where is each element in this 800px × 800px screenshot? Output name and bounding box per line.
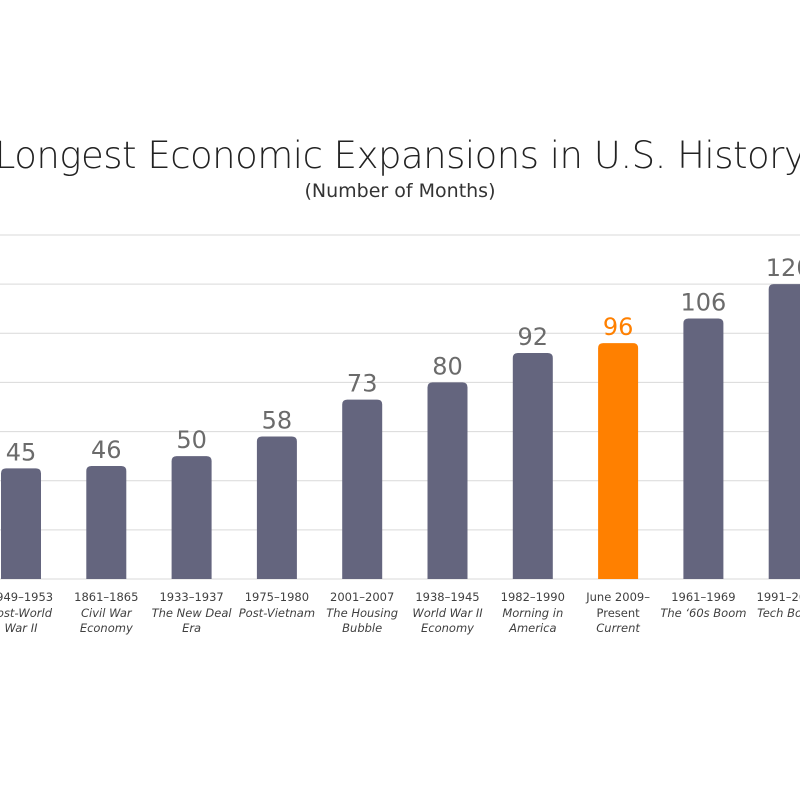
category-name: The New Deal Era — [151, 605, 232, 636]
chart-subtitle: (Number of Months) — [304, 180, 496, 202]
data-label: 46 — [91, 436, 122, 464]
category-years: 1933–1937 — [159, 590, 224, 604]
bar — [1, 468, 41, 579]
category-years: 2001–2007 — [330, 590, 395, 604]
data-label: 73 — [347, 370, 378, 398]
data-label: 50 — [176, 426, 207, 454]
category-name: The ‘60s Boom — [660, 605, 747, 620]
category-years: 1938–1945 — [415, 590, 480, 604]
bar — [598, 343, 639, 579]
bar — [171, 456, 212, 579]
bar — [768, 284, 800, 579]
data-label: 45 — [6, 438, 37, 466]
category-name: Post-Vietnam — [238, 605, 316, 620]
category-years: 1961–1969 — [671, 590, 736, 604]
category-name: The Housing Bubble — [326, 605, 399, 636]
data-label: 92 — [518, 323, 549, 351]
bar — [683, 318, 724, 579]
category-name: Current — [596, 621, 640, 635]
category-years: 1991–2001 — [756, 590, 800, 604]
category-label: 1933–1937 The New Deal Era — [142, 590, 242, 637]
category-label: 1938–1945 World War II Economy — [398, 590, 498, 637]
bar — [427, 382, 468, 579]
category-label: 1861–1865 Civil War Economy — [56, 590, 156, 637]
data-label: 120 — [766, 254, 800, 282]
category-label: 1975–1980 Post-Vietnam — [227, 590, 327, 621]
data-label: 58 — [262, 406, 293, 434]
data-label: 96 — [603, 313, 634, 341]
category-years: 1949–1953 — [0, 590, 54, 604]
category-label: 2001–2007 The Housing Bubble — [312, 590, 412, 637]
category-name: Civil War Economy — [79, 605, 133, 636]
category-label: 1961–1969 The ‘60s Boom — [653, 590, 753, 621]
category-label: 1991–2001Tech Boom — [739, 590, 800, 621]
category-years: June 2009–Present — [586, 590, 650, 620]
category-name: World War II Economy — [412, 605, 483, 636]
category-years: 1861–1865 — [74, 590, 139, 604]
category-label: June 2009–Present Current — [568, 590, 668, 637]
data-label: 106 — [680, 289, 726, 317]
category-label: 1982–1990 Morning in America — [483, 590, 583, 637]
category-name: Tech Boom — [757, 605, 800, 620]
bar — [256, 436, 297, 579]
category-years: 1975–1980 — [244, 590, 310, 604]
data-label: 80 — [432, 352, 463, 380]
chart-title: Longest Economic Expansions in U.S. Hist… — [0, 134, 800, 177]
bar — [342, 399, 383, 579]
bar — [86, 465, 127, 579]
category-name: Morning in America — [502, 605, 564, 636]
category-label: 1949–1953Post-World War II — [0, 590, 61, 637]
category-years: 1982–1990 — [500, 590, 565, 604]
bar — [512, 352, 553, 579]
category-name: Post-World War II — [0, 605, 53, 636]
